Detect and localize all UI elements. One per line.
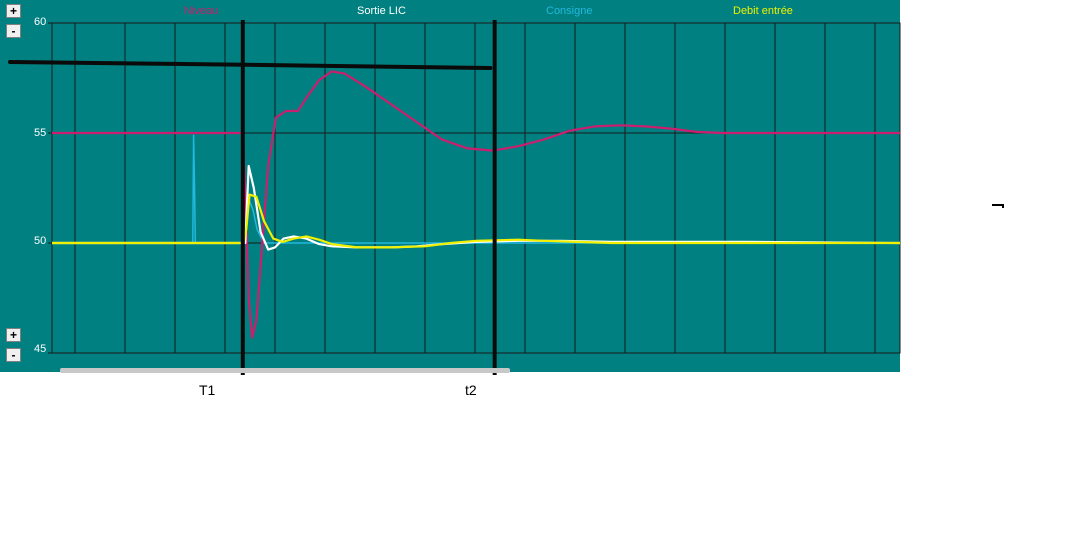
annotation-horizontal-line [8,60,493,70]
y-tick-label: 55 [34,127,47,139]
marker-label-t2: t2 [465,382,477,398]
series-niveau [52,70,900,339]
legend-debit-entree: Debit entrée [733,5,793,17]
zoom-in-top-button[interactable]: + [6,4,21,18]
series-consigne [52,134,900,244]
legend-niveau: Niveau [184,5,219,17]
y-tick-label: 60 [34,16,47,28]
zoom-out-bottom-button[interactable]: - [6,348,21,362]
horizontal-scrollbar[interactable] [60,368,510,373]
series-sortie-lic [52,164,901,251]
marker-label-t1: T1 [199,382,216,398]
legend-sortie-lic: Sortie LIC [357,5,406,17]
legend-consigne: Consigne [546,5,593,17]
stray-mark [992,204,1004,208]
y-tick-label: 45 [34,343,47,355]
plot-frame [51,22,901,354]
zoom-out-top-button[interactable]: - [6,24,21,38]
series-debit-entree [52,193,900,249]
zoom-in-bottom-button[interactable]: + [6,328,21,342]
y-tick-label: 50 [34,235,47,247]
